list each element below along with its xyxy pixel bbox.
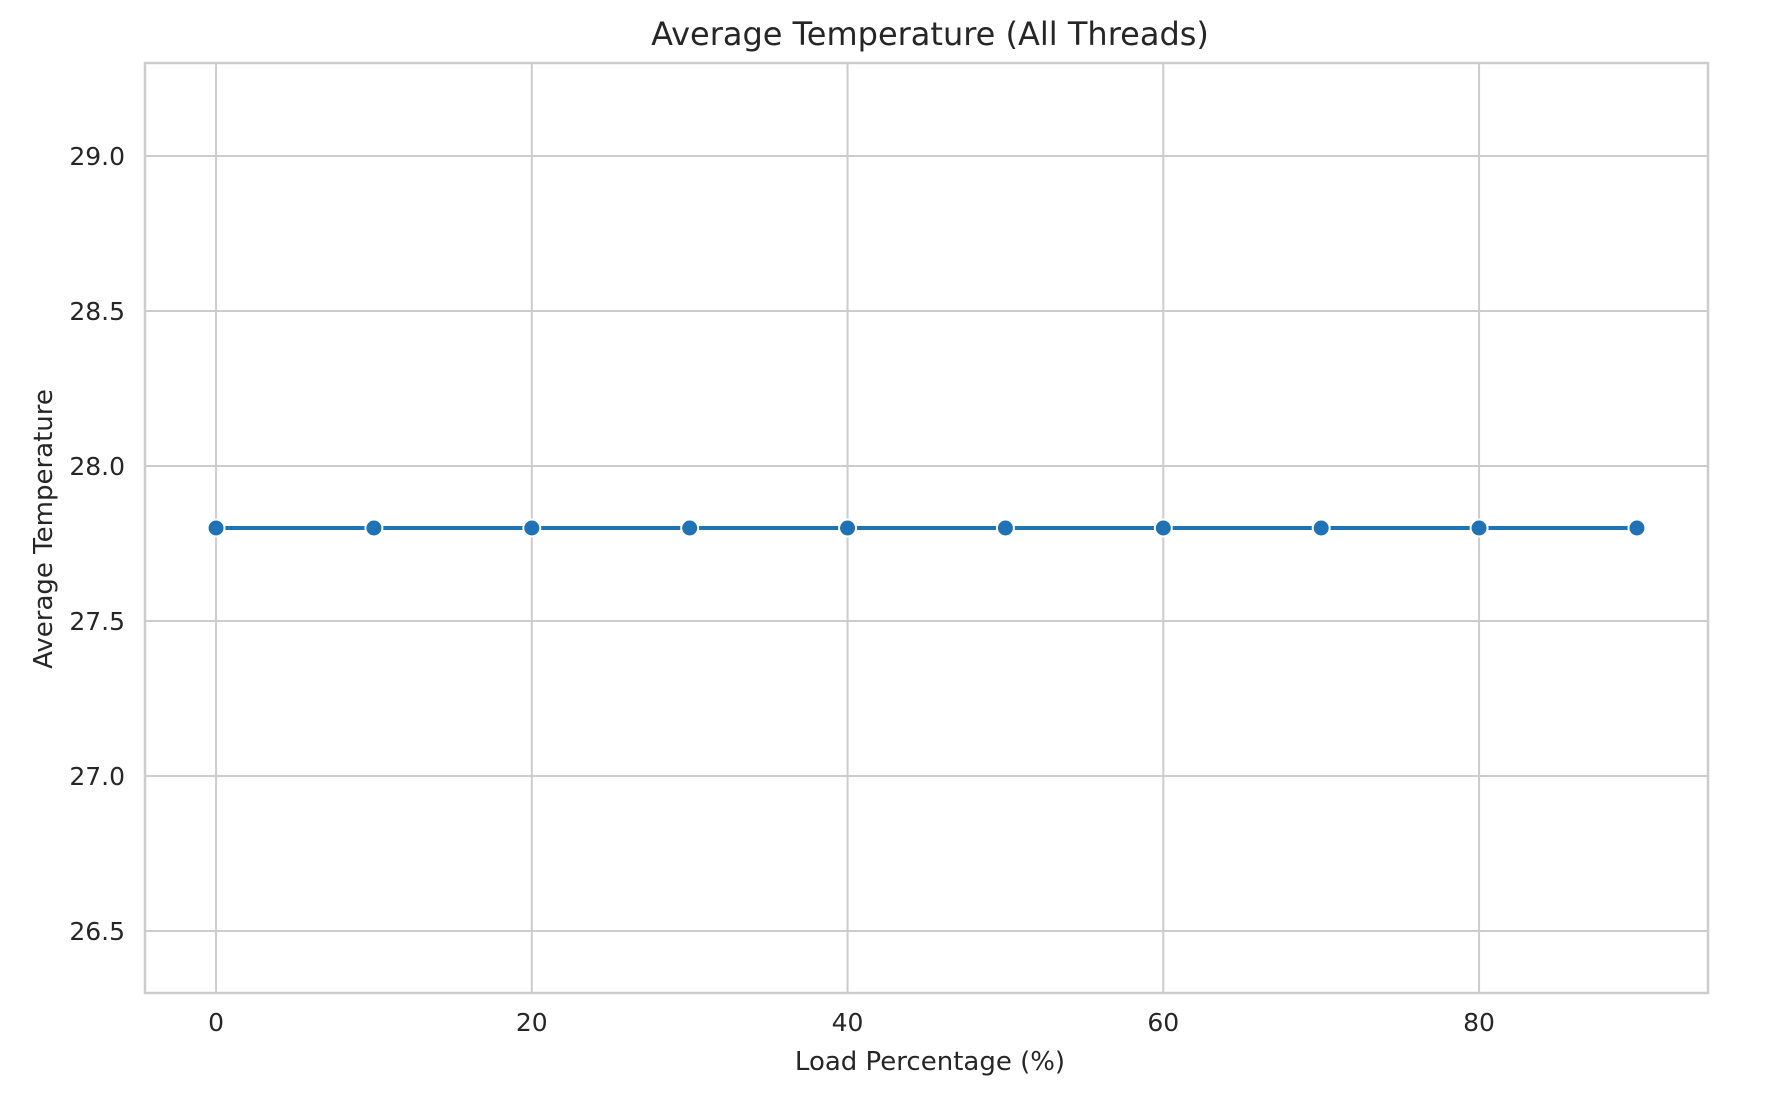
data-point (680, 518, 700, 538)
data-point (364, 518, 384, 538)
x-tick-labels: 0 20 40 60 80 (208, 1008, 1495, 1037)
data-point (522, 518, 542, 538)
x-tick-label: 60 (1147, 1008, 1179, 1037)
y-tick-label: 27.0 (69, 762, 125, 791)
y-tick-label: 29.0 (69, 142, 125, 171)
chart-title: Average Temperature (All Threads) (651, 15, 1209, 53)
data-point (995, 518, 1015, 538)
y-axis-title: Average Temperature (29, 389, 59, 669)
x-tick-label: 0 (208, 1008, 224, 1037)
data-point (206, 518, 226, 538)
data-point (1311, 518, 1331, 538)
y-tick-label: 27.5 (69, 607, 125, 636)
data-point (838, 518, 858, 538)
y-tick-label: 28.0 (69, 452, 125, 481)
series-layer (206, 518, 1647, 538)
data-point (1153, 518, 1173, 538)
plot-frame (143, 61, 1710, 995)
data-point (1469, 518, 1489, 538)
y-tick-label: 26.5 (69, 917, 125, 946)
x-tick-label: 20 (516, 1008, 548, 1037)
x-tick-label: 40 (832, 1008, 864, 1037)
data-point (1627, 518, 1647, 538)
y-tick-label: 28.5 (69, 297, 125, 326)
x-axis-title: Load Percentage (%) (795, 1047, 1065, 1077)
x-tick-label: 80 (1463, 1008, 1495, 1037)
y-tick-labels: 26.5 27.0 27.5 28.0 28.5 29.0 (69, 142, 125, 946)
y-gridlines (145, 155, 1708, 932)
